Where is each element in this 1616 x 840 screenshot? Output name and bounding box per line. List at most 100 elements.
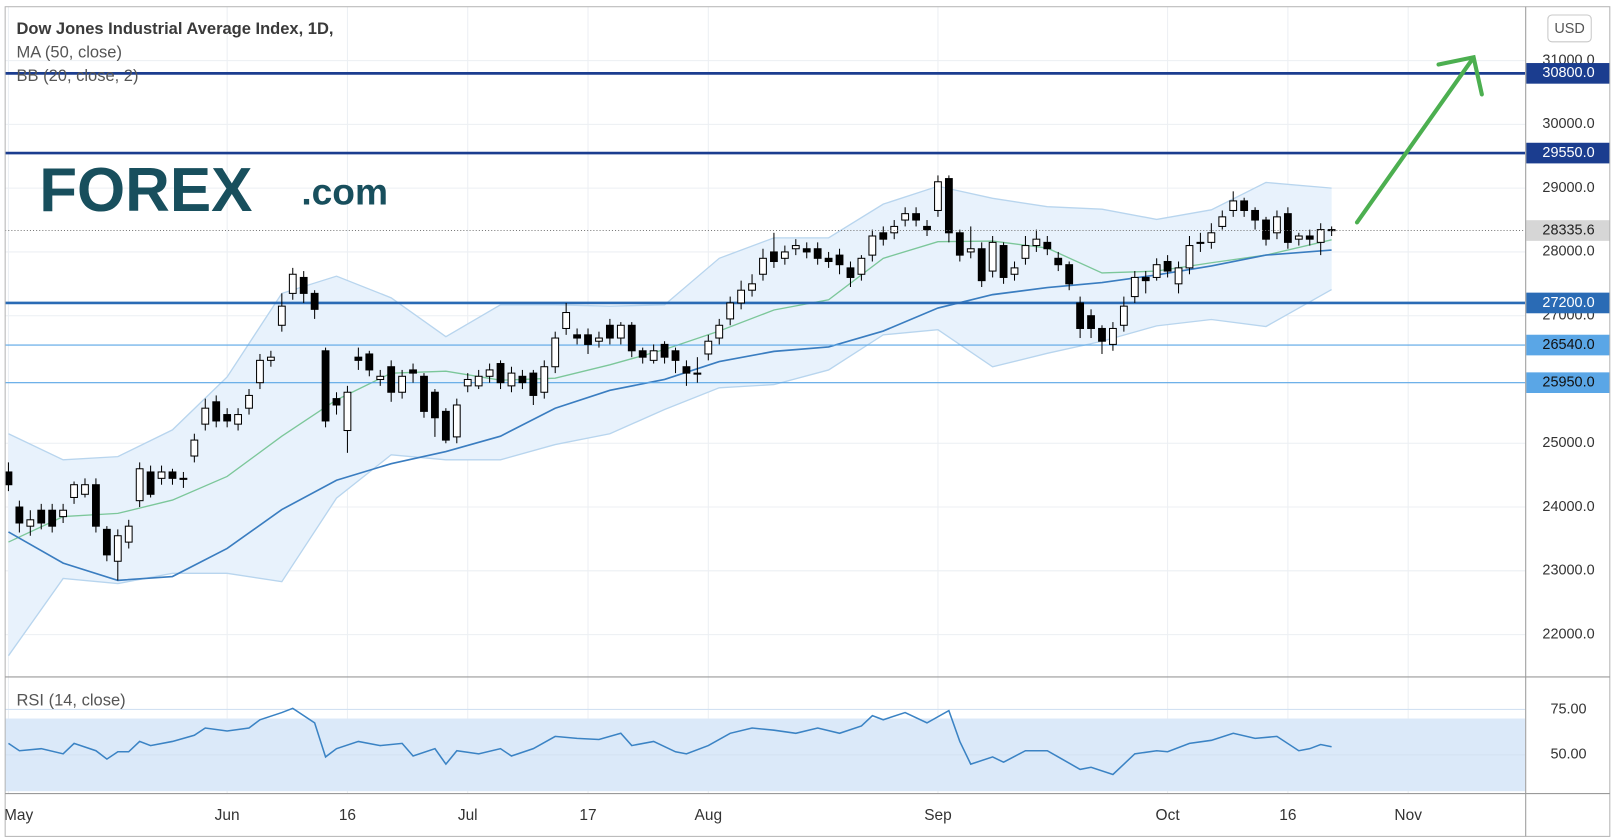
candle-body: [234, 414, 242, 425]
candle-body: [15, 506, 24, 524]
bollinger-fill: [8, 182, 1332, 656]
candle-body: [616, 324, 625, 339]
rsi-tick-label: 75.00: [1550, 701, 1586, 717]
x-tick-label: 16: [1279, 807, 1296, 824]
axis-layer: May Jun 16 Jul 17 Aug Sep Oct 16 Nov 22000.0 23000.…: [4, 52, 1610, 824]
candle-body: [1240, 200, 1249, 211]
candle-body: [288, 273, 297, 294]
candle-body: [1185, 245, 1194, 269]
level-box: [1526, 292, 1610, 314]
candle-body: [1163, 260, 1172, 272]
candle-body: [5, 471, 13, 486]
candle-body: [1109, 327, 1117, 345]
x-tick-label: Aug: [695, 807, 723, 824]
y-tick-label: 28000.0: [1542, 244, 1594, 260]
candle-body: [1141, 276, 1150, 282]
trend-arrow: [1354, 54, 1484, 225]
candle-body: [496, 363, 505, 384]
currency-box[interactable]: [1547, 14, 1592, 43]
candle-body: [92, 484, 100, 527]
x-tick-label: Jul: [458, 807, 478, 824]
candle-body: [1065, 264, 1074, 285]
level-label: 25950.0: [1542, 374, 1594, 390]
candle-body: [102, 528, 111, 556]
candle-body: [551, 337, 560, 368]
candle-body: [649, 350, 658, 361]
candle-body: [944, 178, 953, 234]
candle-body: [977, 248, 986, 282]
candle-body: [770, 251, 778, 263]
logo-brand: FOREX: [39, 156, 252, 225]
candle-body: [266, 356, 275, 361]
candle-body: [923, 225, 931, 231]
candle-body: [890, 225, 899, 234]
level-box: [1526, 334, 1610, 356]
candle-body: [1076, 302, 1085, 329]
candle-body: [1098, 327, 1106, 342]
candle-body: [354, 356, 363, 361]
x-tick-label: Oct: [1156, 807, 1181, 824]
frame: [4, 6, 1611, 837]
price-pane: [5, 72, 1526, 657]
candle-body: [682, 366, 691, 374]
candle-body: [431, 391, 439, 419]
y-tick-label: 30000.0: [1542, 116, 1594, 132]
candle-body: [168, 471, 177, 479]
candle-body: [540, 366, 549, 393]
candle-body: [1032, 238, 1041, 247]
candle-body: [835, 254, 844, 266]
candle-body: [802, 248, 811, 253]
level-box: [1526, 372, 1610, 393]
rsi-title: RSI (14, close): [17, 692, 126, 710]
candle-body: [846, 267, 855, 278]
candle-body: [1305, 235, 1314, 240]
rsi-tick-label: 50.00: [1550, 747, 1586, 763]
candle-body: [26, 519, 35, 527]
level-box: [1526, 142, 1610, 164]
candle-body: [310, 292, 319, 310]
indicator-label: MA (50, close): [17, 44, 122, 62]
candle-body: [256, 359, 264, 384]
candle-body: [1010, 267, 1019, 275]
candle-body: [988, 241, 997, 272]
candle-body: [529, 372, 538, 396]
level-label: 30800.0: [1542, 65, 1594, 81]
candle-body: [518, 375, 527, 384]
level-box: [1526, 63, 1610, 84]
last-price-label: 28335.6: [1542, 222, 1594, 238]
y-tick-label: 25000.0: [1542, 435, 1594, 451]
candle-body: [398, 375, 407, 393]
x-tick-label: Sep: [924, 807, 952, 824]
candle-body: [157, 471, 166, 479]
rsi-line: [8, 707, 1332, 776]
candle-body: [332, 398, 341, 406]
candle-body: [791, 245, 800, 250]
candle-body: [1316, 229, 1325, 243]
candle-body: [81, 484, 89, 495]
candle-body: [813, 248, 822, 259]
candle-body: [124, 525, 133, 543]
candle-body: [299, 276, 308, 294]
y-tick-label: 29000.0: [1542, 180, 1594, 196]
level-label: 26540.0: [1542, 337, 1594, 353]
candle-body: [1130, 276, 1139, 298]
candle-body: [1196, 241, 1205, 244]
candle-body: [693, 372, 702, 375]
x-tick-label: Nov: [1394, 807, 1422, 824]
candle-body: [321, 350, 330, 422]
candle-body: [671, 350, 680, 361]
candle-body: [37, 509, 46, 524]
candle-body: [146, 471, 155, 495]
candle-body: [573, 334, 581, 339]
candle-body: [1087, 315, 1095, 329]
candle-body: [409, 369, 417, 374]
candle-body: [715, 324, 724, 339]
candle-body: [966, 248, 975, 253]
candle-body: [48, 509, 57, 527]
level-label: 27200.0: [1542, 295, 1594, 311]
candle-body: [1294, 235, 1303, 240]
candle-body: [190, 439, 199, 457]
candle-body: [1174, 267, 1183, 285]
